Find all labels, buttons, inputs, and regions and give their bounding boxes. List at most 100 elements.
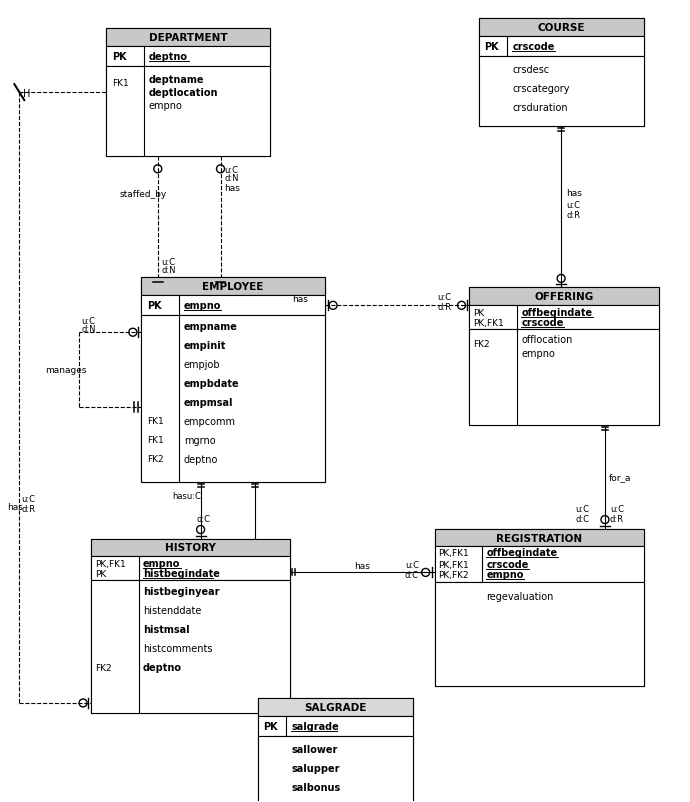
Bar	[106, 47, 270, 67]
Bar	[106, 29, 270, 47]
Text: empbdate: empbdate	[184, 379, 239, 389]
Text: empjob: empjob	[184, 359, 220, 370]
Text: offbegindate: offbegindate	[486, 548, 558, 557]
Bar	[469, 288, 659, 425]
Text: deptno: deptno	[149, 52, 188, 62]
Text: u:C: u:C	[224, 166, 239, 175]
Bar	[141, 278, 325, 482]
Text: empno: empno	[184, 301, 221, 311]
Text: SALGRADE: SALGRADE	[304, 702, 366, 712]
Text: FK1: FK1	[147, 417, 164, 426]
Bar	[91, 581, 290, 713]
Text: u:C: u:C	[81, 316, 95, 326]
Text: u:C: u:C	[575, 504, 589, 513]
Text: deptlocation: deptlocation	[149, 88, 218, 98]
Bar	[106, 29, 270, 156]
Bar	[469, 288, 659, 306]
Bar	[106, 67, 270, 156]
Text: d:R: d:R	[610, 514, 624, 524]
Text: histbegindate: histbegindate	[143, 569, 219, 579]
Text: for_a: for_a	[609, 472, 631, 482]
Text: has: has	[224, 184, 240, 193]
Text: regevaluation: regevaluation	[486, 592, 554, 602]
Bar	[480, 19, 644, 37]
Text: FK2: FK2	[147, 455, 164, 464]
Bar	[91, 557, 290, 581]
Text: crsduration: crsduration	[512, 103, 568, 113]
Text: has: has	[354, 561, 370, 570]
Bar	[141, 316, 325, 482]
Text: FK2: FK2	[95, 662, 112, 672]
Bar	[258, 698, 413, 802]
Text: salbonus: salbonus	[291, 782, 340, 792]
Bar	[141, 278, 325, 296]
Text: crsdesc: crsdesc	[512, 65, 549, 75]
Text: empno: empno	[486, 569, 524, 580]
Text: empno: empno	[143, 559, 180, 569]
Text: histbeginyear: histbeginyear	[143, 586, 219, 597]
Bar	[91, 539, 290, 557]
Text: offbegindate: offbegindate	[521, 308, 593, 318]
Text: crscode: crscode	[512, 43, 555, 52]
Bar	[469, 306, 659, 330]
Text: histcomments: histcomments	[143, 643, 213, 654]
Bar	[435, 529, 644, 687]
Bar	[480, 37, 644, 57]
Text: FK1: FK1	[112, 79, 129, 87]
Text: d:N: d:N	[161, 265, 176, 274]
Text: empname: empname	[184, 322, 237, 332]
Text: d:R: d:R	[566, 211, 580, 220]
Text: crscode: crscode	[486, 560, 529, 569]
Text: d:R: d:R	[437, 302, 452, 311]
Text: PK,FK1: PK,FK1	[439, 549, 469, 557]
Text: manages: manages	[46, 366, 87, 375]
Text: crscategory: crscategory	[512, 84, 570, 94]
Bar	[435, 529, 644, 547]
Bar	[258, 698, 413, 716]
Text: u:C: u:C	[161, 257, 176, 266]
Text: deptno: deptno	[143, 662, 182, 672]
Text: PK: PK	[147, 301, 161, 311]
Text: PK: PK	[95, 569, 106, 578]
Text: u:C: u:C	[610, 504, 624, 513]
Text: deptname: deptname	[149, 75, 204, 85]
Text: PK: PK	[484, 43, 499, 52]
Bar	[91, 539, 290, 713]
Text: u:C: u:C	[21, 495, 35, 504]
Text: PK,FK2: PK,FK2	[439, 570, 469, 579]
Text: empinit: empinit	[184, 341, 226, 350]
Text: u:C: u:C	[437, 293, 452, 302]
Bar	[480, 57, 644, 127]
Text: EMPLOYEE: EMPLOYEE	[202, 282, 264, 292]
Text: HISTORY: HISTORY	[165, 543, 216, 553]
Bar	[469, 330, 659, 425]
Bar	[435, 547, 644, 582]
Text: mgrno: mgrno	[184, 435, 215, 445]
Text: offlocation: offlocation	[521, 334, 573, 345]
Text: has: has	[293, 294, 308, 303]
Text: H: H	[23, 89, 30, 99]
Text: DEPARTMENT: DEPARTMENT	[149, 33, 228, 43]
Bar	[141, 296, 325, 316]
Text: histenddate: histenddate	[143, 606, 201, 615]
Text: deptno: deptno	[184, 454, 218, 464]
Text: empno: empno	[149, 101, 183, 111]
Text: d:N: d:N	[224, 174, 239, 183]
Text: REGISTRATION: REGISTRATION	[496, 533, 582, 543]
Text: d:C: d:C	[197, 514, 210, 524]
Text: empno: empno	[521, 349, 555, 358]
Text: staffed_by: staffed_by	[120, 190, 167, 199]
Text: d:C: d:C	[575, 514, 589, 524]
Text: has: has	[566, 189, 582, 198]
Text: crscode: crscode	[521, 318, 564, 328]
Text: PK,FK1: PK,FK1	[473, 318, 504, 327]
Text: has: has	[8, 503, 23, 512]
Text: FK2: FK2	[473, 339, 490, 348]
Text: PK: PK	[264, 721, 278, 731]
Text: COURSE: COURSE	[538, 23, 585, 33]
Bar	[480, 19, 644, 127]
Text: PK,FK1: PK,FK1	[439, 561, 469, 569]
Text: u:C: u:C	[566, 201, 580, 210]
Text: d:R: d:R	[21, 504, 35, 513]
Text: PK,FK1: PK,FK1	[95, 559, 126, 569]
